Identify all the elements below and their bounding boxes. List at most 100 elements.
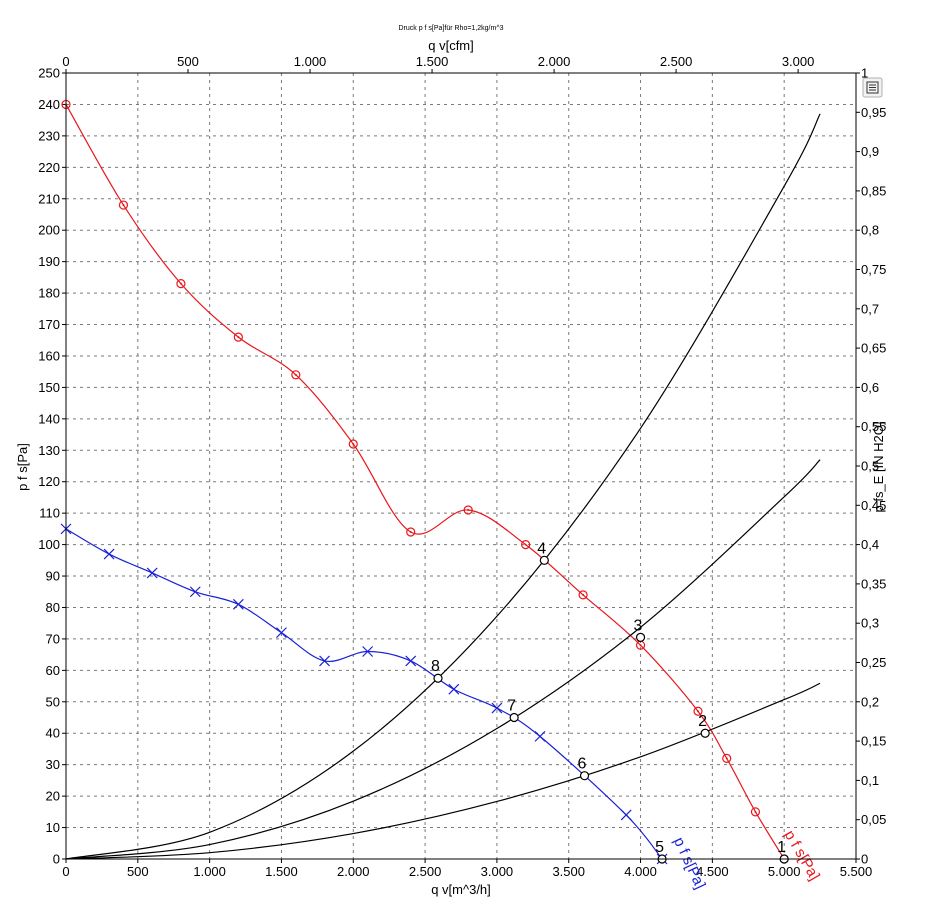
data-point-stroke bbox=[534, 730, 546, 742]
x2-tick-label: 1.000 bbox=[294, 54, 327, 69]
y2-tick-label: 0,45 bbox=[861, 498, 886, 513]
x-tick-label: 4.500 bbox=[696, 864, 729, 879]
operating-point-label: 3 bbox=[634, 617, 643, 634]
y-tick-label: 0 bbox=[53, 852, 60, 867]
data-point-center bbox=[409, 531, 412, 534]
x2-tick-label: 500 bbox=[177, 54, 199, 69]
y-tick-label: 130 bbox=[38, 443, 60, 458]
y-tick-label: 140 bbox=[38, 411, 60, 426]
data-point-center bbox=[352, 442, 355, 445]
y2-tick-label: 0,85 bbox=[861, 183, 886, 198]
y-tick-label: 160 bbox=[38, 348, 60, 363]
x-tick-label: 3.500 bbox=[552, 864, 585, 879]
x-tick-label: 2.500 bbox=[409, 864, 442, 879]
data-point bbox=[189, 586, 201, 598]
y-tick-label: 190 bbox=[38, 254, 60, 269]
data-point-stroke bbox=[448, 683, 460, 695]
y2-tick-label: 0,1 bbox=[861, 773, 879, 788]
y-tick-label: 250 bbox=[38, 66, 60, 81]
data-point bbox=[276, 627, 287, 639]
y-tick-label: 80 bbox=[46, 600, 60, 615]
data-point-stroke bbox=[146, 567, 158, 579]
data-point bbox=[448, 683, 460, 695]
series-line-0 bbox=[65, 104, 785, 860]
y-axis-label: p f s[Pa] bbox=[15, 443, 30, 491]
data-point bbox=[578, 590, 588, 600]
x-tick-label: 1.500 bbox=[265, 864, 298, 879]
data-point-stroke bbox=[491, 702, 503, 714]
plot-frame bbox=[65, 72, 857, 860]
data-point-center bbox=[697, 710, 699, 713]
data-point bbox=[620, 809, 632, 821]
y2-tick-label: 0 bbox=[861, 852, 868, 867]
series-line-2 bbox=[65, 113, 821, 860]
series-line-1 bbox=[65, 528, 663, 860]
data-point-center bbox=[294, 373, 297, 376]
y-tick-label: 20 bbox=[46, 789, 60, 804]
x-tick-label: 3.000 bbox=[481, 864, 514, 879]
y-tick-label: 200 bbox=[38, 223, 60, 238]
y-tick-label: 180 bbox=[38, 286, 60, 301]
data-point bbox=[693, 706, 703, 716]
operating-point-label: 8 bbox=[431, 658, 440, 675]
data-point-stroke bbox=[232, 598, 244, 610]
y2-tick-label: 0,4 bbox=[861, 537, 879, 552]
y2-tick-label: 0,15 bbox=[861, 734, 886, 749]
zoom-button[interactable] bbox=[862, 77, 883, 98]
x-axis-label: q v[m^3/h] bbox=[431, 882, 491, 897]
y-tick-label: 210 bbox=[38, 191, 60, 206]
zoom-icon bbox=[866, 81, 879, 94]
y2-tick-label: 0,2 bbox=[861, 694, 879, 709]
y-tick-label: 90 bbox=[46, 569, 60, 584]
y-tick-label: 40 bbox=[46, 726, 60, 741]
operating-point-label: 2 bbox=[698, 713, 707, 730]
y-tick-label: 120 bbox=[38, 474, 60, 489]
operating-point-label: 4 bbox=[537, 540, 546, 557]
data-point bbox=[406, 527, 416, 537]
y-tick-label: 70 bbox=[46, 631, 60, 646]
y2-tick-label: 0,3 bbox=[861, 616, 879, 631]
y-tick-label: 220 bbox=[38, 160, 60, 175]
y-tick-label: 50 bbox=[46, 694, 60, 709]
data-point-center bbox=[122, 204, 125, 207]
data-point bbox=[232, 598, 244, 610]
y2-tick-label: 0,7 bbox=[861, 301, 879, 316]
data-point bbox=[233, 332, 243, 342]
y-tick-label: 100 bbox=[38, 537, 60, 552]
operating-point-label: 5 bbox=[655, 839, 664, 856]
y-tick-label: 170 bbox=[38, 317, 60, 332]
y2-tick-label: 0,9 bbox=[861, 144, 879, 159]
operating-point-marker bbox=[509, 712, 519, 723]
data-point-center bbox=[725, 757, 728, 760]
data-point bbox=[463, 505, 473, 515]
data-point bbox=[319, 655, 330, 667]
x2-tick-label: 3.000 bbox=[782, 54, 815, 69]
y-tick-label: 60 bbox=[46, 663, 60, 678]
y-tick-label: 110 bbox=[39, 506, 60, 521]
data-point bbox=[118, 200, 129, 210]
data-point-center bbox=[582, 593, 585, 596]
y2-tick-label: 0,95 bbox=[861, 105, 886, 120]
x2-tick-label: 2.000 bbox=[538, 54, 571, 69]
series-line-4 bbox=[65, 682, 821, 860]
data-point bbox=[291, 370, 301, 380]
operating-point-marker bbox=[539, 555, 549, 565]
data-point-center bbox=[639, 644, 642, 647]
data-point-stroke bbox=[405, 655, 417, 667]
data-point bbox=[534, 730, 546, 742]
x-tick-label: 5.000 bbox=[768, 864, 801, 879]
data-point bbox=[750, 807, 761, 817]
y-tick-label: 10 bbox=[46, 820, 60, 835]
y-tick-label: 30 bbox=[46, 757, 60, 772]
data-point-stroke bbox=[189, 586, 201, 598]
data-point-stroke bbox=[362, 646, 374, 657]
data-point bbox=[146, 567, 158, 579]
data-point bbox=[176, 279, 186, 289]
gridlines bbox=[66, 73, 856, 859]
y2-tick-label: 0,05 bbox=[861, 812, 886, 827]
y-tick-label: 240 bbox=[38, 97, 60, 112]
operating-point-marker bbox=[579, 771, 590, 781]
y-tick-label: 150 bbox=[38, 380, 60, 395]
data-point bbox=[362, 646, 374, 657]
data-point-center bbox=[524, 543, 527, 546]
